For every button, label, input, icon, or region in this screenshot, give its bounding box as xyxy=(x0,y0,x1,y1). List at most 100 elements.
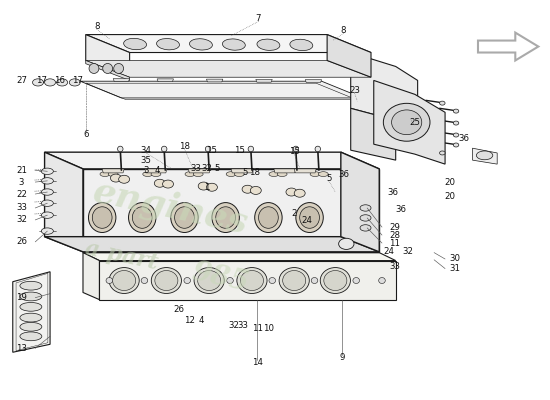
Ellipse shape xyxy=(155,179,166,187)
Text: 3: 3 xyxy=(144,166,149,175)
Ellipse shape xyxy=(293,146,299,152)
Ellipse shape xyxy=(240,270,263,290)
Text: 19: 19 xyxy=(16,293,27,302)
Text: engines: engines xyxy=(90,175,251,241)
Ellipse shape xyxy=(300,207,320,228)
Text: 5: 5 xyxy=(214,164,220,174)
Polygon shape xyxy=(274,169,296,173)
Ellipse shape xyxy=(290,39,313,50)
Ellipse shape xyxy=(248,146,254,152)
Text: 36: 36 xyxy=(459,134,470,143)
Ellipse shape xyxy=(279,268,309,294)
Ellipse shape xyxy=(310,172,320,176)
Ellipse shape xyxy=(242,185,253,193)
Ellipse shape xyxy=(157,38,179,50)
Polygon shape xyxy=(86,60,371,77)
Ellipse shape xyxy=(109,268,139,294)
Ellipse shape xyxy=(151,268,182,294)
Ellipse shape xyxy=(69,79,80,86)
Ellipse shape xyxy=(20,322,42,331)
Text: 8: 8 xyxy=(94,22,100,31)
Ellipse shape xyxy=(453,121,459,125)
Text: 2: 2 xyxy=(292,210,297,218)
Ellipse shape xyxy=(392,110,422,135)
Text: 5: 5 xyxy=(242,168,248,176)
Polygon shape xyxy=(256,79,272,82)
Ellipse shape xyxy=(353,278,360,284)
Ellipse shape xyxy=(269,172,279,176)
Ellipse shape xyxy=(185,172,195,176)
Polygon shape xyxy=(45,237,380,252)
Ellipse shape xyxy=(296,202,323,232)
Text: 12: 12 xyxy=(184,316,195,325)
Text: 25: 25 xyxy=(409,118,420,127)
Ellipse shape xyxy=(151,172,161,176)
Text: a part: a part xyxy=(83,237,160,274)
Ellipse shape xyxy=(45,79,56,86)
Text: 33: 33 xyxy=(16,204,27,212)
Text: 32: 32 xyxy=(402,246,413,256)
Polygon shape xyxy=(80,81,363,98)
Text: 22: 22 xyxy=(16,190,27,198)
Ellipse shape xyxy=(113,270,136,290)
Ellipse shape xyxy=(143,172,153,176)
Ellipse shape xyxy=(277,172,287,176)
Polygon shape xyxy=(341,152,380,252)
Ellipse shape xyxy=(439,101,445,105)
Text: 17: 17 xyxy=(36,76,47,85)
Text: 16: 16 xyxy=(54,76,65,85)
Ellipse shape xyxy=(41,212,53,218)
Polygon shape xyxy=(231,169,253,173)
Ellipse shape xyxy=(41,178,53,184)
Text: 11: 11 xyxy=(389,238,400,248)
Polygon shape xyxy=(83,253,100,300)
Polygon shape xyxy=(100,260,395,300)
Ellipse shape xyxy=(20,292,42,301)
Text: 33: 33 xyxy=(190,164,201,174)
Polygon shape xyxy=(188,169,210,173)
Ellipse shape xyxy=(258,207,278,228)
Ellipse shape xyxy=(286,188,297,196)
Text: 34: 34 xyxy=(141,146,152,155)
Text: 33: 33 xyxy=(389,262,400,272)
Text: 9: 9 xyxy=(339,353,345,362)
Text: 1: 1 xyxy=(204,183,209,192)
Ellipse shape xyxy=(32,79,43,86)
Ellipse shape xyxy=(212,202,239,232)
Text: 15: 15 xyxy=(206,146,217,155)
Text: 8: 8 xyxy=(341,26,346,35)
Text: 10: 10 xyxy=(263,324,274,333)
Ellipse shape xyxy=(92,207,112,228)
Text: 27: 27 xyxy=(16,76,27,85)
Text: 15: 15 xyxy=(289,147,300,156)
Ellipse shape xyxy=(163,180,173,188)
Ellipse shape xyxy=(170,202,198,232)
Polygon shape xyxy=(351,108,395,160)
Text: 18: 18 xyxy=(179,142,190,151)
Ellipse shape xyxy=(257,39,280,50)
Text: 29: 29 xyxy=(389,223,400,232)
Ellipse shape xyxy=(453,109,459,113)
Text: 36: 36 xyxy=(395,206,406,214)
Ellipse shape xyxy=(226,172,236,176)
Text: 32: 32 xyxy=(228,321,239,330)
Text: 985: 985 xyxy=(189,258,251,297)
Ellipse shape xyxy=(118,146,123,152)
Ellipse shape xyxy=(294,189,305,197)
Polygon shape xyxy=(374,80,445,164)
Polygon shape xyxy=(327,34,371,77)
Text: 18: 18 xyxy=(249,168,260,176)
Ellipse shape xyxy=(197,270,221,290)
Polygon shape xyxy=(83,169,379,252)
Ellipse shape xyxy=(283,270,306,290)
Ellipse shape xyxy=(162,146,167,152)
Ellipse shape xyxy=(315,146,321,152)
Text: 24: 24 xyxy=(383,246,394,256)
Ellipse shape xyxy=(57,79,68,86)
Text: 35: 35 xyxy=(141,156,152,165)
Ellipse shape xyxy=(324,270,347,290)
Polygon shape xyxy=(102,169,124,173)
Ellipse shape xyxy=(103,64,113,74)
Ellipse shape xyxy=(114,64,124,74)
Ellipse shape xyxy=(206,183,217,191)
